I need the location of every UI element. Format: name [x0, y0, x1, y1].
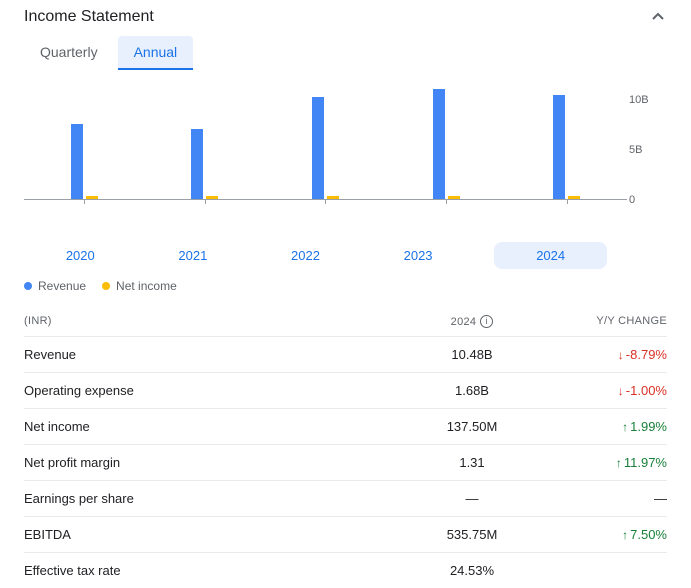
bar-revenue [433, 89, 445, 199]
x-tick [446, 199, 447, 204]
x-label-year[interactable]: 2020 [24, 242, 137, 269]
y-tick-label: 5B [629, 144, 642, 156]
bar-revenue [312, 97, 324, 199]
chart-container: 10B 5B 0 [24, 80, 667, 230]
metric-value: 24.53% [397, 563, 547, 578]
metric-name: Effective tax rate [24, 563, 397, 578]
metric-value: 137.50M [397, 419, 547, 434]
bar-group[interactable] [506, 80, 627, 199]
metric-name: Net profit margin [24, 455, 397, 470]
chart-y-axis: 10B5B0 [629, 80, 665, 200]
x-tick [325, 199, 326, 204]
table-row: Net profit margin1.31↑11.97% [24, 444, 667, 480]
bar-net-income [448, 196, 460, 200]
x-tick [84, 199, 85, 204]
metric-value: 1.31 [397, 455, 547, 470]
metric-value: 10.48B [397, 347, 547, 362]
legend-dot-net-income [102, 282, 110, 290]
bar-group[interactable] [386, 80, 507, 199]
card-header: Income Statement [24, 0, 667, 32]
income-statement-card: Income Statement Quarterly Annual 10B 5B 0… [0, 0, 691, 588]
chart-x-axis: 2020202120222023 2024 [24, 242, 667, 269]
metric-name: Operating expense [24, 383, 397, 398]
table-header-change: Y/Y CHANGE [547, 315, 667, 328]
x-label-year[interactable]: 2022 [249, 242, 362, 269]
collapse-icon[interactable] [649, 8, 667, 26]
bar-group[interactable] [24, 80, 145, 199]
table-header-currency: (INR) [24, 315, 397, 328]
bar-net-income [86, 196, 98, 199]
period-tabs: Quarterly Annual [24, 32, 667, 80]
arrow-up-icon: ↑ [622, 528, 628, 542]
table-row: Revenue10.48B↓-8.79% [24, 336, 667, 372]
x-label-year[interactable]: 2021 [137, 242, 250, 269]
x-label-year[interactable]: 2023 [362, 242, 475, 269]
table-row: Operating expense1.68B↓-1.00% [24, 372, 667, 408]
x-tick [205, 199, 206, 204]
bar-group[interactable] [145, 80, 266, 199]
table-body: Revenue10.48B↓-8.79%Operating expense1.6… [24, 336, 667, 588]
table-row: Effective tax rate24.53% [24, 552, 667, 588]
metric-change: ↓-8.79% [547, 347, 667, 362]
legend-net-income: Net income [102, 279, 177, 293]
tab-quarterly[interactable]: Quarterly [24, 36, 114, 70]
metric-change: ↑11.97% [547, 455, 667, 470]
info-icon[interactable]: i [480, 315, 493, 328]
metric-change: — [547, 491, 667, 506]
metric-name: Earnings per share [24, 491, 397, 506]
card-title: Income Statement [24, 8, 154, 26]
metric-name: Net income [24, 419, 397, 434]
metric-value: — [397, 491, 547, 506]
legend-dot-revenue [24, 282, 32, 290]
legend-revenue: Revenue [24, 279, 86, 293]
metric-change: ↑7.50% [547, 527, 667, 542]
y-tick-label: 0 [629, 194, 635, 206]
bar-revenue [191, 129, 203, 199]
arrow-down-icon: ↓ [618, 348, 624, 362]
metric-name: Revenue [24, 347, 397, 362]
arrow-up-icon: ↑ [616, 456, 622, 470]
table-row: Earnings per share—— [24, 480, 667, 516]
bar-net-income [568, 196, 580, 200]
bar-net-income [206, 196, 218, 199]
metric-name: EBITDA [24, 527, 397, 542]
table-row: EBITDA535.75M↑7.50% [24, 516, 667, 552]
metric-value: 1.68B [397, 383, 547, 398]
table-row: Net income137.50M↑1.99% [24, 408, 667, 444]
bar-revenue [71, 124, 83, 199]
table-header-row: (INR) 2024 i Y/Y CHANGE [24, 307, 667, 336]
bar-group[interactable] [265, 80, 386, 199]
chart-legend: Revenue Net income [24, 269, 667, 307]
arrow-up-icon: ↑ [622, 420, 628, 434]
chart-plot-area [24, 80, 627, 200]
x-tick [567, 199, 568, 204]
arrow-down-icon: ↓ [618, 384, 624, 398]
y-tick-label: 10B [629, 94, 649, 106]
metric-value: 535.75M [397, 527, 547, 542]
legend-label-net-income: Net income [116, 279, 177, 293]
legend-label-revenue: Revenue [38, 279, 86, 293]
x-label-year[interactable]: 2024 [494, 242, 607, 269]
tab-annual[interactable]: Annual [118, 36, 194, 70]
metric-change: ↓-1.00% [547, 383, 667, 398]
metric-change: ↑1.99% [547, 419, 667, 434]
table-header-year: 2024 i [397, 315, 547, 328]
bar-net-income [327, 196, 339, 200]
bar-revenue [553, 95, 565, 199]
